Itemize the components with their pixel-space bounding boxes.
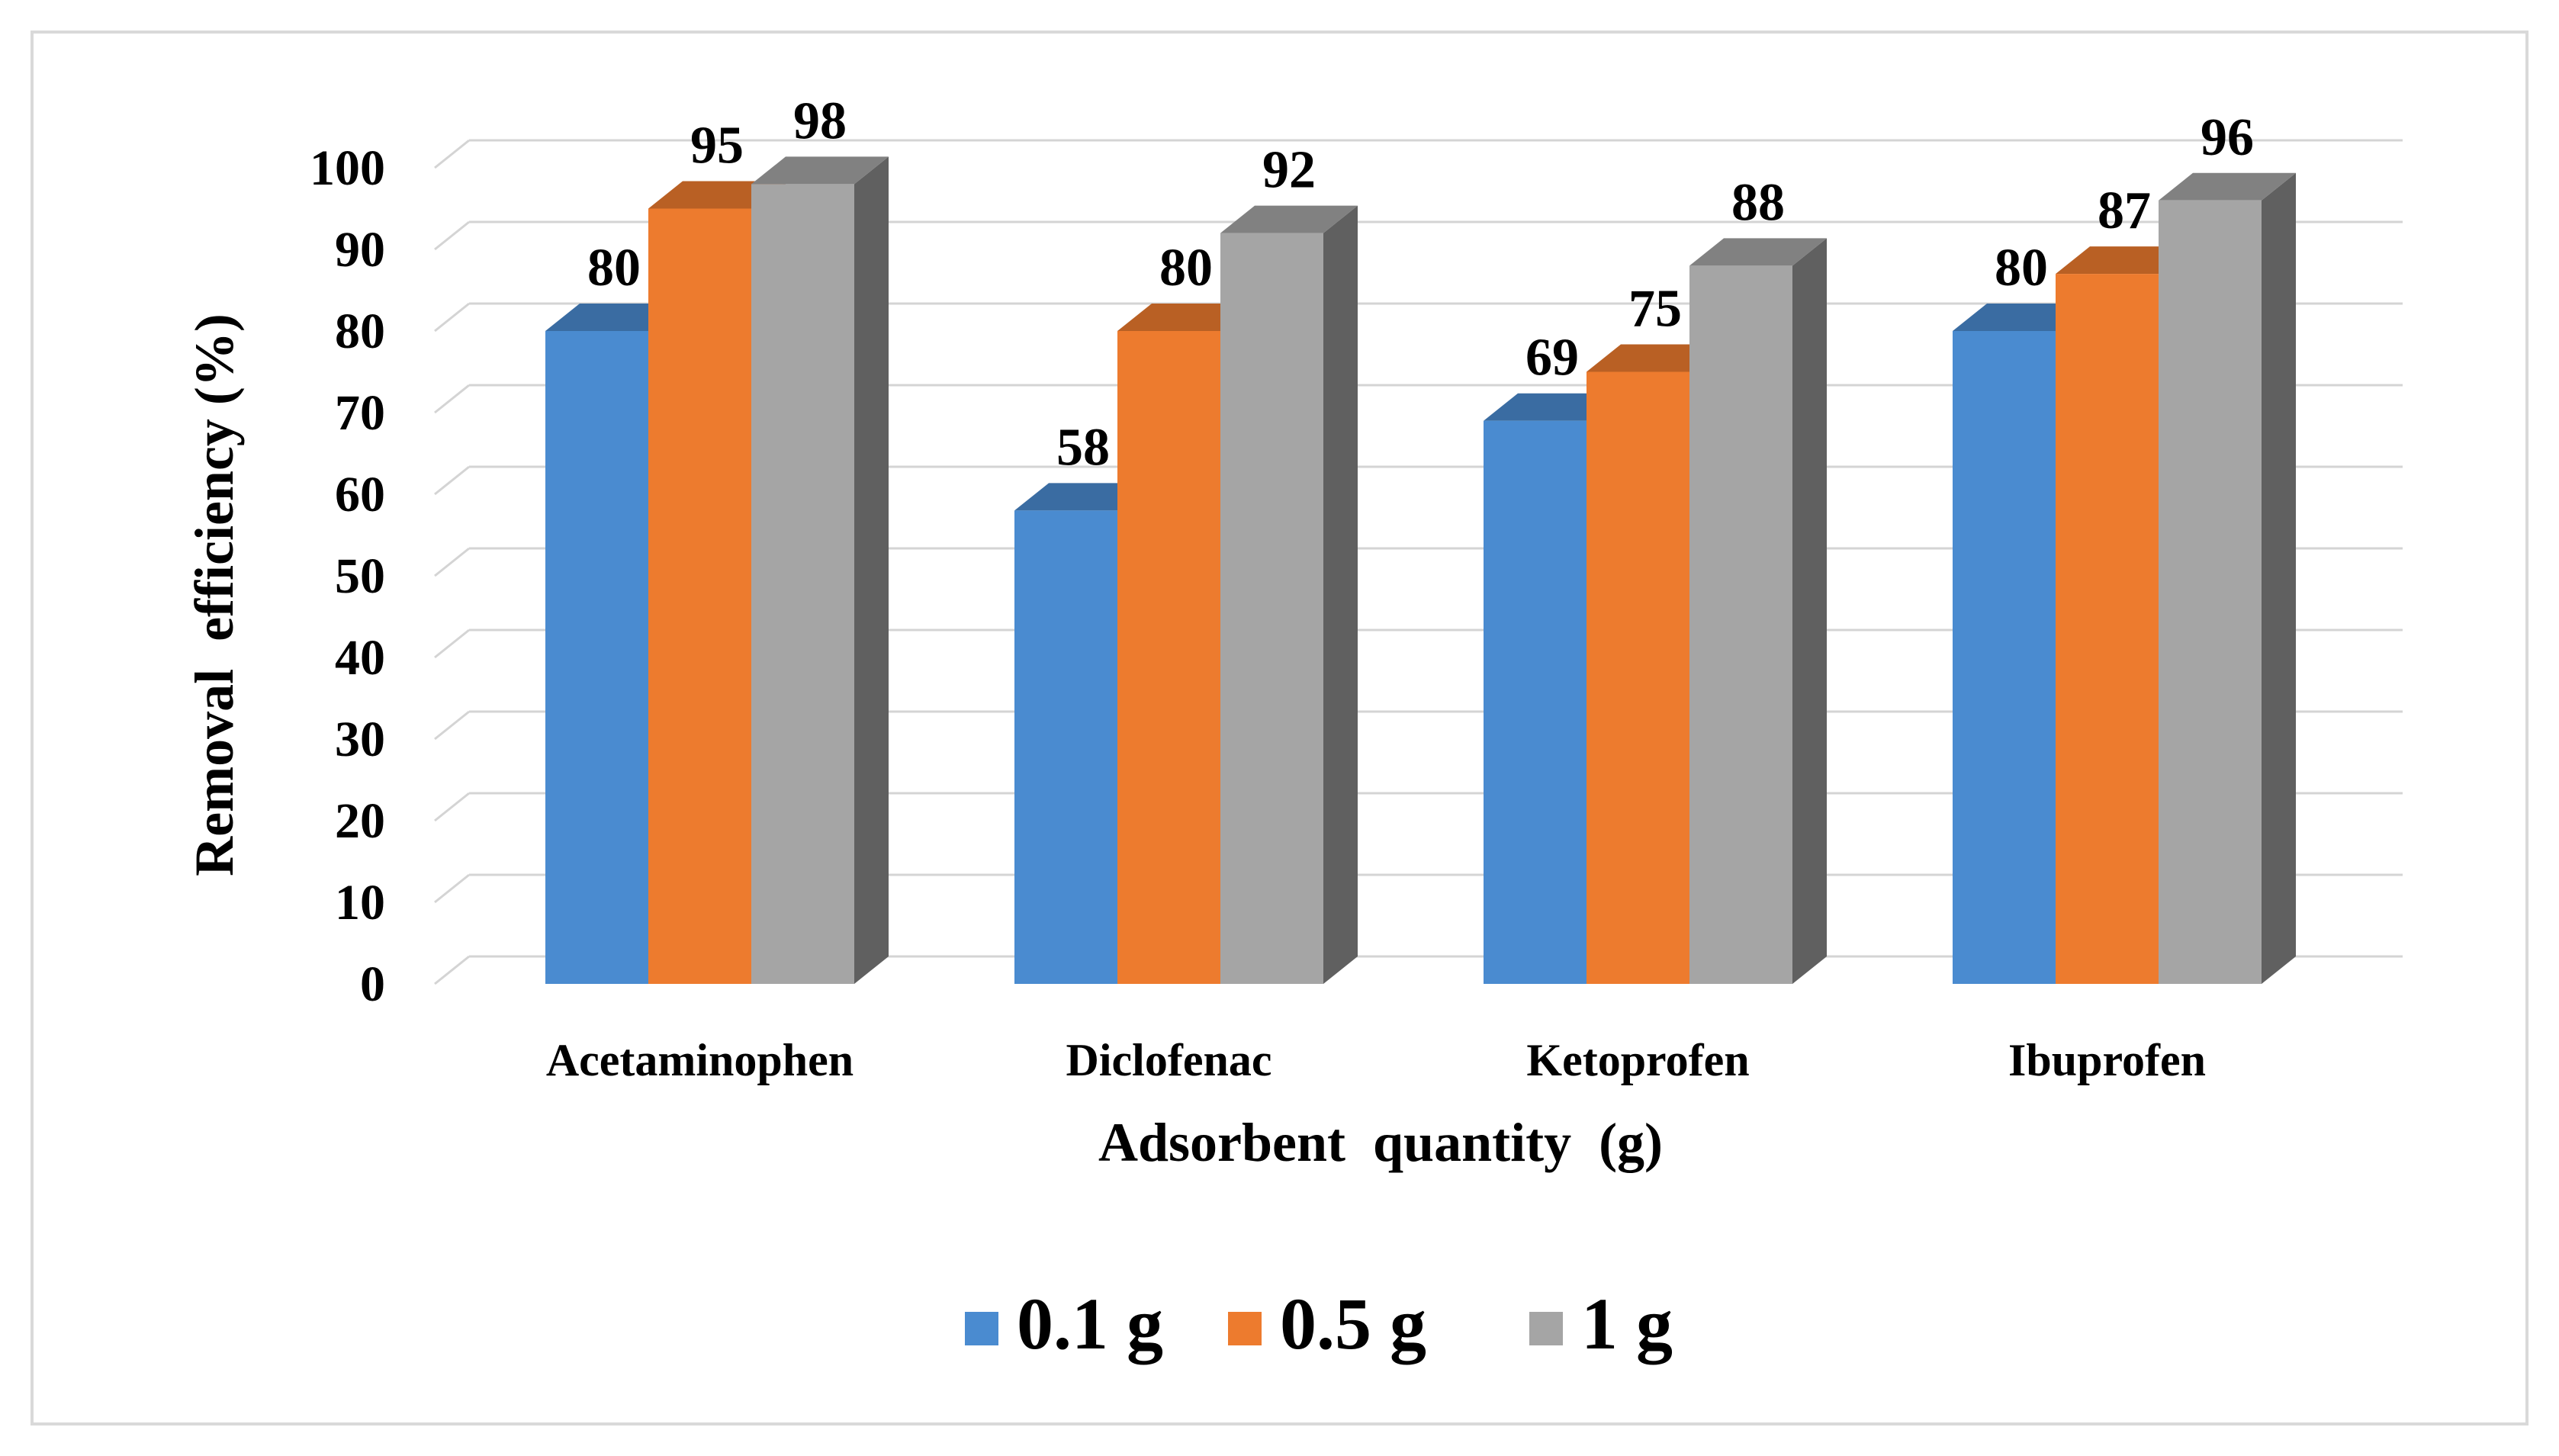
bar-side: [2262, 172, 2296, 984]
gridline-diagonal: [434, 628, 470, 659]
bar-side: [1323, 205, 1358, 985]
legend-swatch: [1228, 1312, 1262, 1345]
bar-front: [1587, 371, 1689, 984]
y-tick-label: 80: [335, 304, 385, 359]
bar-top: [1220, 205, 1358, 233]
bar-side: [854, 156, 889, 984]
bar-front: [1117, 331, 1220, 984]
bar-front: [2159, 200, 2262, 984]
y-tick-label: 10: [335, 875, 385, 930]
y-tick-label: 40: [335, 630, 385, 686]
data-label: 98: [793, 92, 847, 150]
data-label: 88: [1731, 173, 1785, 232]
bar: [1689, 238, 1827, 984]
bar-front: [1689, 265, 1792, 984]
bar: [2159, 172, 2296, 984]
x-category-label: Ketoprofen: [1526, 1035, 1749, 1085]
y-tick-label: 20: [335, 793, 385, 849]
y-tick-label: 30: [335, 712, 385, 767]
legend-item: 1 g: [1529, 1283, 1673, 1364]
data-label: 92: [1262, 141, 1316, 200]
gridline-diagonal: [434, 465, 470, 496]
gridline-diagonal: [434, 384, 470, 414]
bar-front: [751, 184, 854, 984]
data-label: 80: [1159, 239, 1213, 297]
gridline-diagonal: [434, 547, 470, 577]
bar-top: [2159, 172, 2296, 201]
gridline-diagonal: [434, 302, 470, 333]
bar-front: [1484, 420, 1587, 984]
bar-front: [1953, 331, 2056, 984]
x-category-label: Diclofenac: [1066, 1035, 1272, 1085]
y-tick-label: 100: [310, 140, 385, 196]
y-tick-label: 90: [335, 222, 385, 278]
x-category-label: Ibuprofen: [2008, 1035, 2206, 1085]
data-label: 95: [690, 117, 744, 175]
legend-label: 0.1 g: [1017, 1283, 1163, 1364]
bar-front: [1220, 233, 1323, 985]
data-label: 69: [1525, 329, 1579, 387]
data-label: 96: [2201, 108, 2254, 167]
bar-front: [2056, 274, 2159, 985]
data-labels: 80 95 98 58 80 92 69 75 88 80 87 96: [587, 92, 2254, 477]
data-label: 87: [2098, 182, 2151, 240]
data-label: 80: [1995, 239, 2048, 297]
gridline-diagonal: [434, 873, 470, 904]
bar-front: [648, 208, 751, 984]
bar-front: [1014, 510, 1117, 984]
bar-front: [545, 331, 648, 984]
x-axis-categories: Acetaminophen Diclofenac Ketoprofen Ibuprof…: [546, 1035, 2206, 1085]
x-category-label: Acetaminophen: [546, 1035, 854, 1085]
data-label: 58: [1056, 418, 1110, 477]
bar: [751, 156, 889, 984]
data-label: 80: [587, 239, 641, 297]
bar-side: [1792, 238, 1827, 984]
x-axis-title: Adsorbent quantity (g): [1098, 1112, 1663, 1173]
legend-swatch: [1529, 1312, 1563, 1345]
legend-item: 0.5 g: [1228, 1283, 1426, 1364]
legend-item: 0.1 g: [965, 1283, 1163, 1364]
gridline-diagonal: [434, 955, 470, 985]
legend-label: 0.5 g: [1280, 1283, 1426, 1364]
y-axis-ticks: 0 10 20 30 40 50 60 70 80 90 100: [310, 140, 385, 1012]
legend-label: 1 g: [1581, 1283, 1673, 1364]
legend: 0.1 g 0.5 g 1 g: [965, 1283, 1673, 1364]
y-tick-label: 60: [335, 467, 385, 522]
gridline-diagonal: [434, 710, 470, 741]
y-tick-label: 50: [335, 548, 385, 604]
bars: [545, 156, 2296, 985]
bar: [1220, 205, 1358, 985]
bar-top: [751, 156, 889, 185]
gridline-diagonal: [434, 139, 470, 169]
y-axis-title: Removal efficiency (%): [184, 313, 245, 876]
gridline-diagonal: [434, 792, 470, 822]
legend-swatch: [965, 1312, 998, 1345]
y-tick-label: 70: [335, 385, 385, 441]
gridline-diagonal: [434, 220, 470, 251]
data-label: 75: [1628, 280, 1682, 339]
bar-top: [1689, 238, 1827, 266]
y-tick-label: 0: [360, 956, 385, 1012]
